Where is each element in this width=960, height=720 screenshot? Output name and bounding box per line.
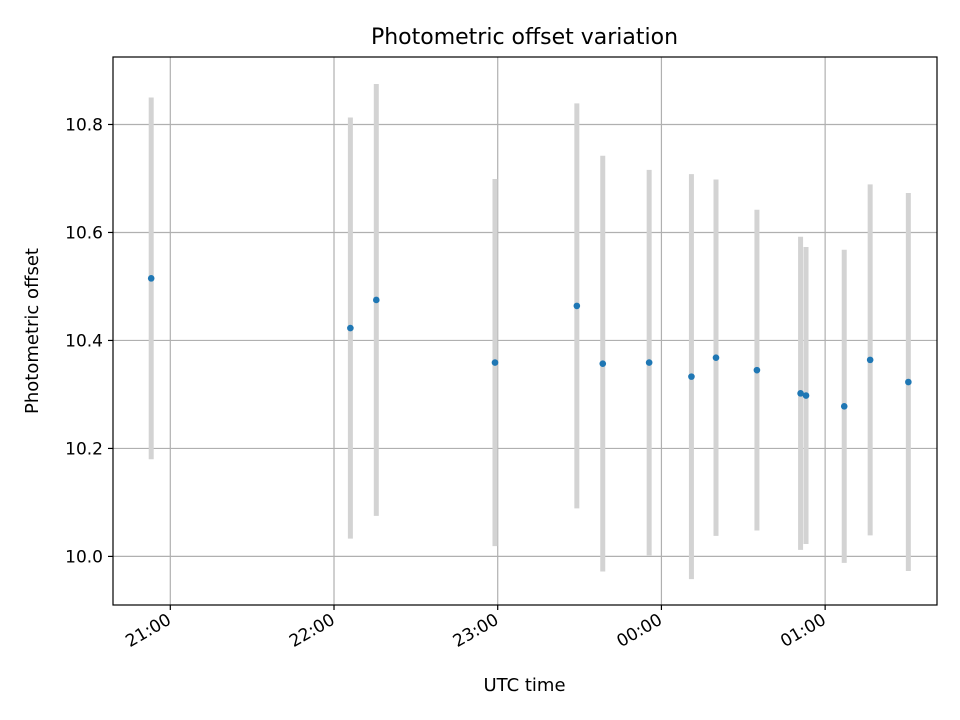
data-point [688,373,695,380]
data-point [840,403,848,410]
y-tick-label: 10.4 [65,331,103,351]
y-tick-label: 10.0 [65,547,103,567]
x-axis-ticks: 21:00 22:00 23:00 00:00 01:00 [122,605,830,652]
data-point [372,296,380,304]
data-point [753,366,761,374]
data-point [797,390,804,397]
data-point [645,359,653,366]
grid-lines [113,57,937,605]
y-axis-ticks: 10.0 10.2 10.4 10.6 10.8 [65,115,113,567]
y-tick-label: 10.6 [65,223,103,243]
data-point [147,275,155,282]
plot-frame [112,56,938,606]
chart-title: Photometric offset variation [371,25,678,50]
y-tick-label: 10.2 [65,439,103,459]
data-point [712,354,720,362]
data-point [491,359,499,366]
y-axis-label: Photometric offset [22,248,43,414]
data-points [147,275,912,410]
data-point [866,356,874,364]
data-point [347,324,354,332]
data-point [573,302,581,310]
x-tick-label: 21:00 [122,610,174,652]
error-bars [148,83,911,580]
x-axis-label: UTC time [483,675,565,696]
x-tick-label: 22:00 [286,610,338,652]
data-point [905,378,912,386]
data-point [802,392,810,399]
x-tick-label: 01:00 [777,610,829,652]
x-tick-label: 00:00 [613,610,665,652]
y-tick-label: 10.8 [65,115,103,135]
data-point [599,360,607,367]
x-tick-label: 23:00 [450,610,502,652]
